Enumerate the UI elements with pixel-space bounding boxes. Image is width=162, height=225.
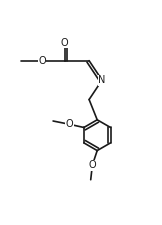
Text: O: O <box>38 56 46 66</box>
Text: N: N <box>98 75 106 85</box>
Text: O: O <box>61 38 69 48</box>
Text: O: O <box>65 119 73 129</box>
Text: O: O <box>88 160 96 170</box>
